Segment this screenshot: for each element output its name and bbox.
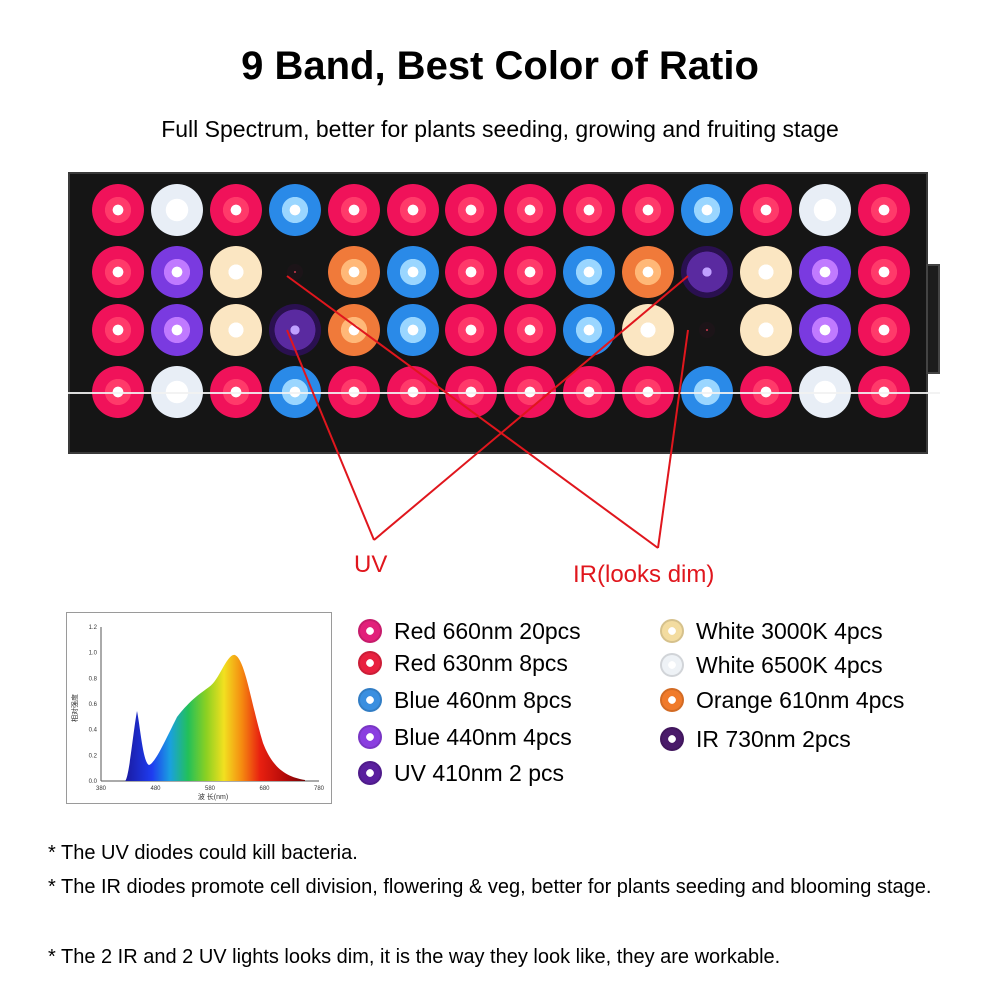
legend-item: IR 730nm 2pcs — [660, 725, 851, 753]
led-orange — [622, 246, 675, 298]
led-w3000 — [739, 246, 792, 298]
led-blue440 — [150, 246, 203, 298]
legend-label: White 3000K 4pcs — [696, 618, 883, 644]
legend-item: Blue 440nm 4pcs — [358, 723, 572, 751]
led-ir — [286, 264, 303, 280]
led-w3000 — [209, 246, 262, 298]
legend-item: Red 660nm 20pcs — [358, 617, 581, 645]
panel-side-bracket — [926, 264, 940, 374]
led-uv — [268, 304, 321, 356]
led-red — [209, 184, 262, 236]
led-uv — [681, 246, 733, 298]
led-red — [857, 184, 910, 236]
led-red — [386, 184, 439, 236]
grow-light-panel — [68, 172, 940, 454]
legend-label: Blue 440nm 4pcs — [394, 724, 572, 750]
y-tick-label: 0.2 — [89, 753, 98, 759]
led-blue — [563, 246, 616, 298]
y-tick-label: 0.8 — [89, 676, 98, 682]
legend-item: Blue 460nm 8pcs — [358, 686, 572, 714]
spectrum-chart: 0.0 0.2 0.4 0.6 0.8 1.0 1.2 380 480 580 680 780 波 … — [66, 612, 332, 804]
led-red — [92, 184, 144, 236]
note-ir: * The IR diodes promote cell division, f… — [48, 876, 932, 898]
x-tick-label: 380 — [96, 786, 107, 792]
led-ir — [699, 322, 715, 338]
red-660-led-icon — [358, 619, 382, 643]
legend-item: Orange 610nm 4pcs — [660, 686, 904, 714]
uv-410-led-icon — [358, 761, 382, 785]
uv-callout-label: UV — [354, 551, 388, 578]
led-red — [327, 184, 380, 236]
note-uv: * The UV diodes could kill bacteria. — [48, 842, 358, 864]
legend-label: UV 410nm 2 pcs — [394, 760, 565, 786]
led-red — [857, 246, 910, 298]
y-tick-label: 0.0 — [89, 779, 98, 785]
page-subtitle: Full Spectrum, better for plants seeding… — [161, 116, 839, 142]
led-blue440 — [798, 246, 851, 298]
orange-610-led-icon — [660, 688, 684, 712]
led-blue — [563, 304, 616, 356]
led-red — [445, 246, 498, 298]
x-tick-label: 680 — [259, 786, 270, 792]
led-blue440 — [798, 304, 851, 356]
legend-item: UV 410nm 2 pcs — [358, 759, 564, 787]
y-tick-label: 1.0 — [89, 651, 98, 657]
led-w3000 — [739, 304, 792, 356]
led-red — [445, 184, 498, 236]
legend-label: Orange 610nm 4pcs — [696, 687, 905, 713]
page-title: 9 Band, Best Color of Ratio — [241, 44, 759, 88]
led-w6500 — [798, 184, 851, 236]
led-red — [92, 304, 144, 356]
x-tick-labels: 380 480 580 680 780 — [96, 786, 325, 792]
y-axis-label: 相对强度 — [70, 694, 79, 722]
legend-label: White 6500K 4pcs — [696, 652, 883, 678]
y-tick-labels: 0.0 0.2 0.4 0.6 0.8 1.0 1.2 — [89, 625, 98, 785]
y-tick-label: 1.2 — [89, 625, 98, 631]
x-tick-label: 780 — [314, 786, 325, 792]
led-red — [445, 304, 498, 356]
led-red — [739, 184, 792, 236]
legend-item: Red 630nm 8pcs — [358, 649, 568, 677]
legend-label: IR 730nm 2pcs — [696, 726, 851, 752]
led-w3000 — [209, 304, 262, 356]
x-tick-label: 480 — [150, 786, 161, 792]
led-red — [92, 246, 144, 298]
blue-440-led-icon — [358, 725, 382, 749]
blue-460-led-icon — [358, 688, 382, 712]
led-blue — [681, 184, 733, 236]
led-red — [563, 184, 616, 236]
legend-label: Red 630nm 8pcs — [394, 650, 568, 676]
red-630-led-icon — [358, 651, 382, 675]
y-tick-label: 0.4 — [89, 728, 98, 734]
x-axis-label: 波 长(nm) — [198, 792, 228, 801]
led-red — [622, 184, 675, 236]
spectrum-curve — [125, 654, 305, 781]
led-red — [504, 184, 557, 236]
led-blue440 — [150, 304, 203, 356]
led-red — [504, 304, 557, 356]
led-blue — [386, 246, 439, 298]
note-dim: * The 2 IR and 2 UV lights looks dim, it… — [48, 946, 781, 968]
panel-divider-line — [68, 392, 940, 394]
legend-item: White 3000K 4pcs — [660, 617, 883, 645]
white-6500k-led-icon — [660, 653, 684, 677]
led-w3000 — [622, 304, 675, 356]
ir-callout-label: IR(looks dim) — [573, 561, 715, 588]
legend-label: Blue 460nm 8pcs — [394, 687, 572, 713]
led-red — [857, 304, 910, 356]
led-blue — [268, 184, 321, 236]
white-3000k-led-icon — [660, 619, 684, 643]
led-red — [504, 246, 557, 298]
x-tick-label: 580 — [205, 786, 216, 792]
led-blue — [386, 304, 439, 356]
legend-item: White 6500K 4pcs — [660, 651, 883, 679]
legend-label: Red 660nm 20pcs — [394, 618, 581, 644]
led-w6500 — [150, 184, 203, 236]
ir-730-led-icon — [660, 727, 684, 751]
y-tick-label: 0.6 — [89, 702, 98, 708]
led-orange — [327, 246, 380, 298]
led-orange — [327, 304, 380, 356]
